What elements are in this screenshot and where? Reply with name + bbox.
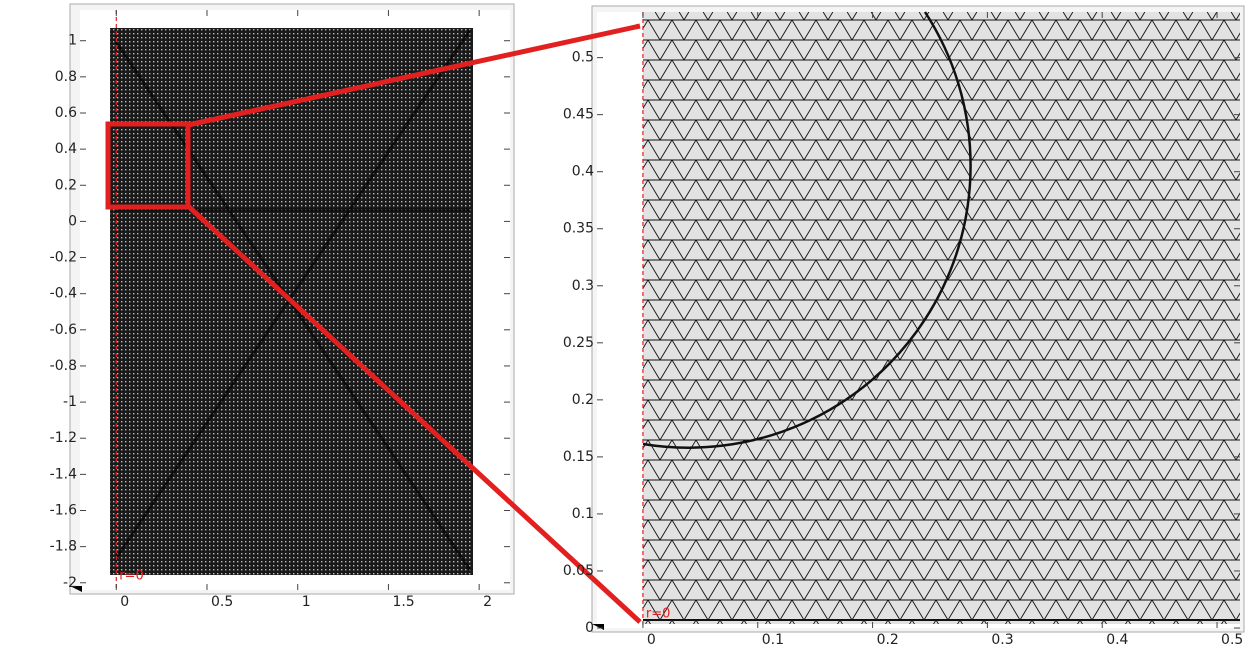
y-tick-label: -1 (63, 394, 77, 410)
x-tick-label: 1.5 (392, 594, 414, 610)
x-tick-label: 0.4 (1106, 632, 1128, 648)
y-tick-label: -0.8 (50, 358, 77, 374)
y-tick-label: 0 (68, 213, 77, 229)
x-tick-label: 0 (647, 632, 656, 648)
x-tick-label: 0.1 (762, 632, 784, 648)
y-tick-label: 0.5 (572, 50, 594, 66)
y-tick-label: -0.4 (50, 286, 77, 302)
x-tick-label: 0 (120, 594, 129, 610)
y-tick-label: -1.6 (50, 502, 77, 518)
y-tick-label: 0.1 (572, 506, 594, 522)
y-tick-label: -1.4 (50, 466, 77, 482)
y-tick-label: -1.2 (50, 430, 77, 446)
figure: r=0 1 0.8 0.6 0.4 0.2 0 -0.2 -0.4 -0.6 -0.8 -1 -1.2 -… (0, 0, 1251, 653)
y-tick-label: 0.2 (55, 177, 77, 193)
y-tick-label: 0.45 (563, 107, 594, 123)
x-tick-label: 0.5 (1221, 632, 1243, 648)
y-tick-label: 0.15 (563, 449, 594, 465)
y-tick-label: 0 (585, 620, 594, 636)
y-tick-label: -2 (63, 575, 77, 591)
x-tick-label: 0.3 (991, 632, 1013, 648)
x-tick-label: 2 (483, 594, 492, 610)
x-tick-label: 1 (302, 594, 311, 610)
annotation: r=0 (119, 569, 144, 584)
y-tick-label: 0.3 (572, 278, 594, 294)
y-tick-label: -1.8 (50, 539, 77, 555)
y-tick-label: 0.4 (55, 141, 77, 157)
y-tick-label: -0.2 (50, 250, 77, 266)
right-mesh (643, 12, 1240, 624)
y-tick-label: 0.2 (572, 392, 594, 408)
y-tick-label: 0.35 (563, 221, 594, 237)
x-tick-label: 0.5 (211, 594, 233, 610)
y-tick-label: 0.25 (563, 335, 594, 351)
y-tick-label: -0.6 (50, 322, 77, 338)
y-tick-label: 1 (68, 33, 77, 49)
y-tick-label: 0.6 (55, 105, 77, 121)
y-tick-label: 0.8 (55, 69, 77, 85)
y-tick-label: 0.4 (572, 164, 594, 180)
annotation: r=0 (646, 607, 671, 622)
x-tick-label: 0.2 (877, 632, 899, 648)
y-tick-label: 0.05 (563, 563, 594, 579)
